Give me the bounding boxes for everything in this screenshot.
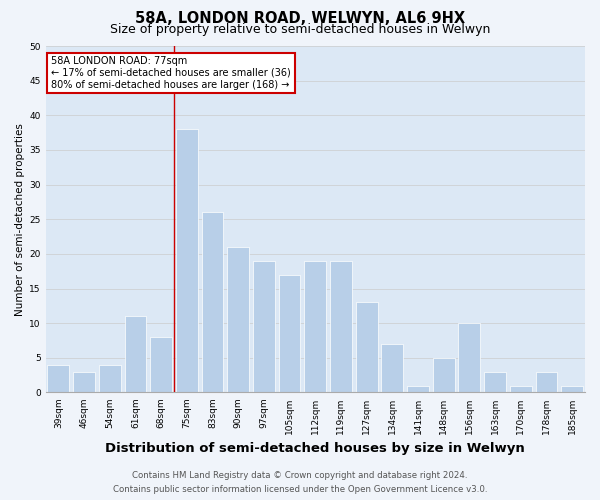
X-axis label: Distribution of semi-detached houses by size in Welwyn: Distribution of semi-detached houses by … xyxy=(106,442,525,455)
Bar xyxy=(278,274,301,392)
Bar xyxy=(510,386,532,392)
Text: Contains HM Land Registry data © Crown copyright and database right 2024.
Contai: Contains HM Land Registry data © Crown c… xyxy=(113,472,487,494)
Bar xyxy=(227,247,249,392)
Text: Size of property relative to semi-detached houses in Welwyn: Size of property relative to semi-detach… xyxy=(110,22,490,36)
Bar xyxy=(458,323,481,392)
Bar xyxy=(150,337,172,392)
Bar xyxy=(125,316,146,392)
Bar xyxy=(47,364,69,392)
Bar xyxy=(484,372,506,392)
Bar xyxy=(561,386,583,392)
Bar xyxy=(304,261,326,392)
Bar xyxy=(433,358,455,392)
Bar xyxy=(253,261,275,392)
Bar xyxy=(99,364,121,392)
Bar xyxy=(382,344,403,393)
Bar xyxy=(356,302,377,392)
Bar xyxy=(330,261,352,392)
Text: 58A LONDON ROAD: 77sqm
← 17% of semi-detached houses are smaller (36)
80% of sem: 58A LONDON ROAD: 77sqm ← 17% of semi-det… xyxy=(51,56,290,90)
Y-axis label: Number of semi-detached properties: Number of semi-detached properties xyxy=(15,123,25,316)
Bar xyxy=(176,129,198,392)
Bar xyxy=(407,386,429,392)
Bar xyxy=(73,372,95,392)
Bar xyxy=(536,372,557,392)
Text: 58A, LONDON ROAD, WELWYN, AL6 9HX: 58A, LONDON ROAD, WELWYN, AL6 9HX xyxy=(135,11,465,26)
Bar xyxy=(202,212,223,392)
